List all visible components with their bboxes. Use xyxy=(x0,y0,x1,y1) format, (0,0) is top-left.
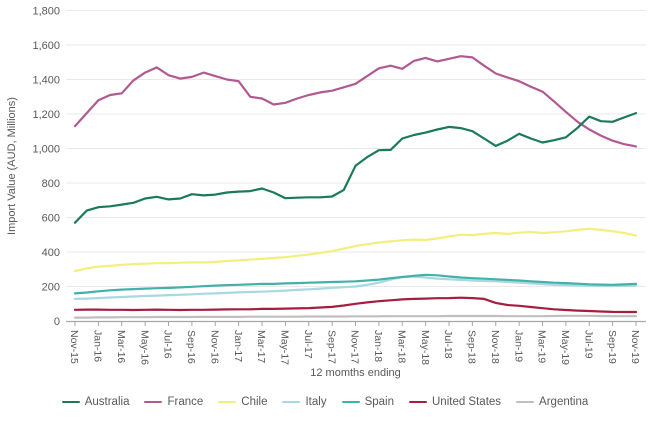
x-tick-label: Jul-18 xyxy=(442,330,454,359)
series-line-australia xyxy=(73,111,638,224)
x-tick-label: Sep-17 xyxy=(325,330,337,364)
y-tick-label: 400 xyxy=(42,247,60,259)
y-tick-label: 200 xyxy=(42,281,60,293)
x-tick-label: Jan-19 xyxy=(512,330,524,362)
series-line-spain xyxy=(73,273,638,295)
y-tick-label: 800 xyxy=(42,178,60,190)
legend-swatch-icon xyxy=(282,400,301,404)
x-tick-label: Nov-16 xyxy=(208,330,220,364)
x-tick-label: Mar-17 xyxy=(255,330,267,363)
y-tick-label: 1,400 xyxy=(32,74,60,86)
x-tick-label: Mar-19 xyxy=(536,330,548,363)
x-tick-label: Nov-19 xyxy=(629,330,641,364)
x-tick-label: Jan-18 xyxy=(372,330,384,362)
legend-swatch-icon xyxy=(516,400,535,404)
legend: Australia France Chile Italy Spain United Sta… xyxy=(0,396,650,408)
x-tick-label: May-17 xyxy=(279,330,291,365)
series-line-argentina xyxy=(73,314,638,319)
x-tick-label: Sep-18 xyxy=(466,330,478,364)
legend-swatch-icon xyxy=(218,400,237,404)
series-line-united-states xyxy=(73,296,638,314)
x-tick-label: Nov-15 xyxy=(68,330,80,364)
y-tick-label: 600 xyxy=(42,212,60,224)
legend-item-chile: Chile xyxy=(218,396,267,408)
x-tick-label: Jan-17 xyxy=(232,330,244,362)
x-tick-label: Sep-16 xyxy=(185,330,197,364)
legend-swatch-icon xyxy=(61,400,80,404)
legend-item-france: France xyxy=(144,396,203,408)
legend-item-australia: Australia xyxy=(61,396,130,408)
legend-swatch-icon xyxy=(409,400,427,404)
x-tick-label: Jul-16 xyxy=(162,330,174,359)
y-tick-label: 1,600 xyxy=(32,40,60,52)
series-line-france xyxy=(73,55,638,148)
legend-label: United States xyxy=(432,396,502,408)
x-tick-label: Nov-17 xyxy=(349,330,361,364)
y-tick-label: 1,800 xyxy=(32,5,60,17)
x-tick-label: Sep-19 xyxy=(606,330,618,364)
legend-label: Argentina xyxy=(539,396,589,408)
y-tick-label: 1,200 xyxy=(32,109,60,121)
legend-swatch-icon xyxy=(341,400,360,404)
legend-swatch-icon xyxy=(144,400,163,404)
x-tick-label: May-19 xyxy=(559,330,571,365)
series-line-italy xyxy=(73,275,638,300)
x-tick-label: May-18 xyxy=(419,330,431,365)
x-tick-label: Jan-16 xyxy=(92,330,104,362)
legend-item-united-states: United States xyxy=(409,396,501,408)
x-tick-label: Jul-19 xyxy=(582,330,594,359)
legend-label: France xyxy=(167,396,204,408)
x-axis-title: 12 momths ending xyxy=(310,367,401,379)
x-tick-label: May-16 xyxy=(138,330,150,365)
y-axis-title: Import Value (AUD, Millions) xyxy=(6,97,18,235)
legend-label: Italy xyxy=(305,396,327,408)
y-tick-label: 0 xyxy=(54,316,60,328)
legend-item-spain: Spain xyxy=(341,396,394,408)
legend-label: Spain xyxy=(364,396,394,408)
series-line-chile xyxy=(73,227,638,273)
y-tick-label: 1,000 xyxy=(32,143,60,155)
x-tick-label: Jul-17 xyxy=(302,330,314,359)
x-tick-label: Mar-18 xyxy=(395,330,407,363)
legend-label: Chile xyxy=(241,396,268,408)
legend-item-italy: Italy xyxy=(282,396,327,408)
x-tick-label: Mar-16 xyxy=(115,330,127,363)
legend-label: Australia xyxy=(84,396,130,408)
legend-item-argentina: Argentina xyxy=(516,396,588,408)
x-tick-label: Nov-18 xyxy=(489,330,501,364)
